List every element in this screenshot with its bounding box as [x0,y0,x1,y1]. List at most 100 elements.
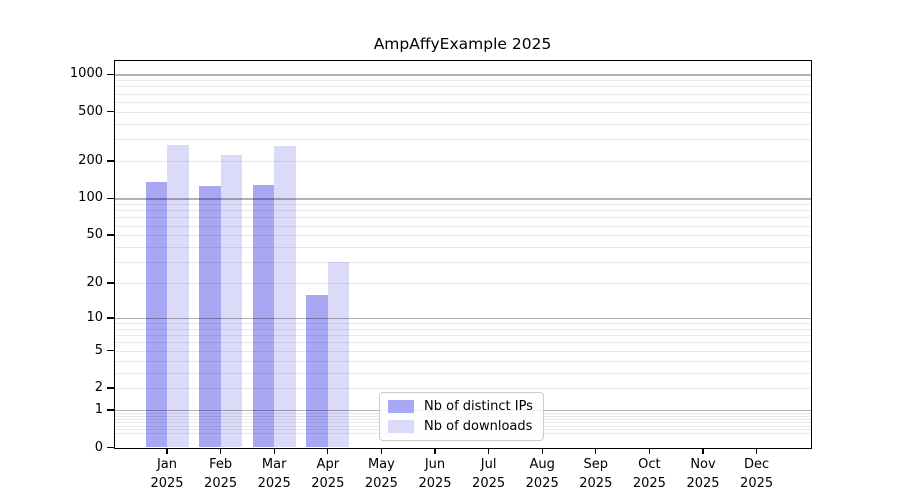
year-label: 2025 [418,476,452,491]
x-tick-label-oct: Oct 2025 [617,455,681,493]
bar-downloads-apr [327,262,350,448]
gridline-minor [115,328,811,330]
x-tick-mark [434,448,436,454]
legend-swatch-downloads [388,420,414,433]
y-tick-label: 0 [94,439,103,455]
gridline-minor [115,323,811,325]
y-tick-mark [107,234,115,236]
x-tick-label-feb: Feb 2025 [189,455,253,493]
month-label: Sep [583,457,609,472]
month-label: Nov [690,457,716,472]
year-label: 2025 [364,476,398,491]
y-tick-mark [107,350,115,352]
gridline-minor [115,262,811,264]
y-tick-label: 1000 [69,66,103,82]
bar-downloads-mar [274,145,296,448]
month-label: Jul [480,457,497,472]
gridline-minor [115,139,811,141]
x-tick-mark [541,448,543,454]
month-label: May [367,457,395,472]
gridline-minor [115,123,811,125]
x-tick-mark [273,448,275,454]
y-tick-mark [107,197,115,199]
bar-downloads-feb [220,154,243,448]
y-tick-mark [107,111,115,113]
year-label: 2025 [525,476,559,491]
x-tick-label-may: May 2025 [349,455,413,493]
month-label: Aug [529,457,555,472]
x-tick-label-jun: Jun 2025 [403,455,467,493]
gridline-minor [115,111,811,113]
x-tick-label-sep: Sep 2025 [564,455,628,493]
month-label: Oct [638,457,661,472]
gridline-minor [115,335,811,337]
y-tick-label: 50 [86,227,103,243]
gridline-major [115,318,811,320]
gridline-minor [115,360,811,362]
gridline-minor [115,161,811,163]
gridline-minor [115,283,811,285]
month-label: Mar [261,457,287,472]
x-tick-label-mar: Mar 2025 [242,455,306,493]
gridline-minor [115,210,811,212]
gridline-minor [115,225,811,227]
gridline-minor [115,86,811,88]
plot-area: Nb of distinct IPs Nb of downloads 0 1 2 5 1… [70,60,812,491]
gridline-minor [115,235,811,237]
year-label: 2025 [632,476,666,491]
x-tick-mark [166,448,168,454]
year-label: 2025 [257,476,291,491]
gridline-major [115,74,811,76]
y-tick-mark [107,446,115,449]
gridline-minor [115,80,811,82]
year-label: 2025 [204,476,238,491]
y-tick-mark [107,73,115,76]
y-tick-label: 20 [86,275,103,291]
gridline-minor [115,203,811,205]
x-tick-mark [327,448,329,454]
y-tick-mark [107,160,115,162]
bar-ips-apr [306,294,328,448]
bar-ips-feb [199,185,221,448]
legend-label-downloads: Nb of downloads [424,419,533,434]
gridline-minor [115,93,811,95]
x-tick-mark [219,448,222,454]
x-tick-mark [755,448,758,454]
year-label: 2025 [311,476,345,491]
x-tick-label-jul: Jul 2025 [457,455,521,493]
chart-title: AmpAffyExample 2025 [373,35,552,53]
legend-item-distinct-ips: Nb of distinct IPs [380,398,543,415]
gridline-minor [115,372,811,374]
month-label: Jun [424,457,446,472]
y-tick-label: 10 [86,310,103,325]
x-tick-label-nov: Nov 2025 [671,455,735,493]
y-tick-label: 2 [94,380,103,396]
y-tick-mark [107,387,115,389]
legend-item-downloads: Nb of downloads [380,418,543,435]
gridline-minor [115,388,811,390]
x-tick-mark [648,448,651,454]
y-tick-label: 200 [78,153,103,169]
gridline-minor [115,217,811,219]
y-tick-label: 1 [94,402,103,418]
y-tick-label: 5 [94,342,103,358]
x-tick-label-apr: Apr 2025 [296,455,360,493]
gridline-minor [115,350,811,352]
month-label: Apr [316,457,340,472]
gridline-minor [115,101,811,103]
month-label: Dec [744,457,770,472]
month-label: Jan [156,457,178,472]
legend-label-distinct-ips: Nb of distinct IPs [424,399,533,414]
month-label: Feb [209,457,233,472]
gridline-minor [115,246,811,248]
year-label: 2025 [740,476,774,491]
legend: Nb of distinct IPs Nb of downloads [379,392,544,441]
y-tick-mark [107,409,115,411]
x-tick-mark [487,448,490,454]
bar-ips-jan [145,182,167,448]
x-tick-mark [702,448,704,454]
bar-ips-mar [252,185,275,448]
gridline-minor [115,342,811,344]
y-tick-label: 100 [78,190,103,206]
